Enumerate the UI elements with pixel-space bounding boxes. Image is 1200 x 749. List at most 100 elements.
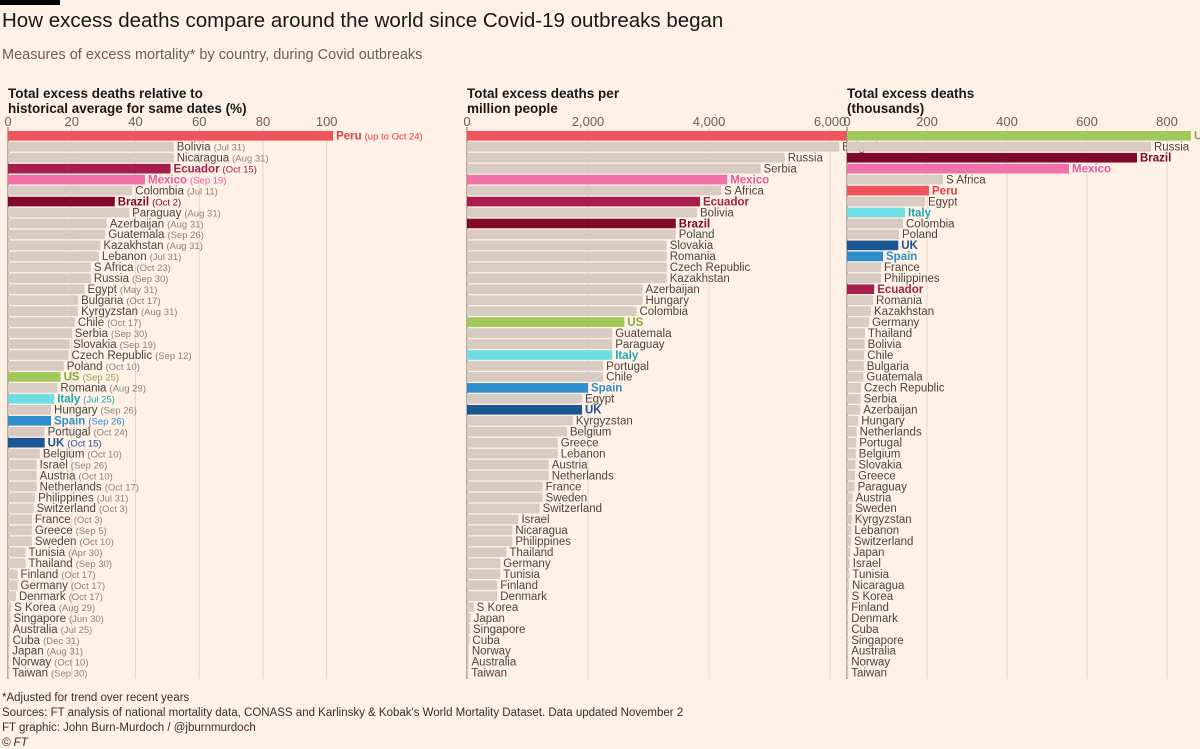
bar-slovakia [467, 240, 667, 251]
bar-lebanon [8, 251, 99, 262]
country-name: Egypt [585, 394, 615, 406]
label-guatemala: Guatemala [866, 372, 923, 384]
bar-belgium [8, 448, 40, 459]
date-label: (Sep 30) [111, 329, 147, 340]
label-chile: Chile [867, 350, 893, 362]
country-name: Brazil [679, 218, 710, 230]
bar-kyrgyzstan [467, 415, 573, 426]
label-uk: UK (Oct 15) [48, 437, 102, 449]
country-name: Taiwan [851, 668, 887, 680]
label-lebanon: Lebanon [561, 448, 606, 460]
bar-mexico [467, 174, 728, 185]
label-austria: Austria (Oct 10) [40, 470, 113, 482]
label-brazil: Brazil (Oct 2) [118, 196, 181, 208]
bar-hungary [467, 295, 643, 305]
bar-serbia [847, 394, 861, 404]
bar-taiwan [467, 668, 469, 678]
date-label: (Jul 31) [214, 143, 246, 154]
bar-australia [8, 624, 10, 634]
label-austria: Austria [552, 459, 588, 471]
country-name: Paraguay [615, 339, 664, 351]
bar-kyrgyzstan [847, 514, 852, 525]
date-label: (Sep 5) [76, 526, 107, 537]
label-italy: Italy [908, 207, 932, 219]
country-name: Italy [615, 350, 639, 362]
footnote: *Adjusted for trend over recent years [2, 692, 190, 704]
country-name: Italy [908, 207, 932, 219]
tick-label: 6,000 [814, 114, 847, 129]
date-label: (Aug 31) [47, 647, 83, 658]
bar-finland [8, 569, 18, 579]
bar-thailand [8, 558, 26, 569]
label-taiwan: Taiwan [851, 668, 887, 680]
label-guatemala: Guatemala (Sep 26) [108, 229, 204, 241]
panel-2-title: Total excess deaths per million people [467, 86, 619, 116]
country-name: Portugal [606, 361, 649, 373]
label-tunisia: Tunisia [852, 569, 889, 581]
country-name: Romania [670, 251, 717, 263]
label-australia: Australia [472, 657, 517, 669]
country-name: Philippines [515, 536, 571, 548]
bar-mexico [8, 174, 146, 185]
bar-bolivia [467, 207, 697, 218]
label-bolivia: Bolivia [868, 339, 902, 351]
country-name: Sweden [546, 492, 588, 504]
label-nicaragua: Nicaragua [852, 580, 905, 592]
bar-s-korea [467, 602, 474, 612]
date-label: (Sep 19) [120, 340, 156, 351]
bar-austria [467, 459, 549, 470]
country-name: France [35, 514, 71, 526]
country-name: Switzerland [36, 503, 95, 515]
country-name: Australia [13, 624, 58, 636]
country-name: Colombia [906, 218, 955, 230]
label-romania: Romania (Aug 29) [60, 383, 145, 395]
country-name: Azerbaijan [863, 405, 917, 417]
label-netherlands: Netherlands [552, 470, 614, 482]
bar-philippines [847, 273, 881, 284]
country-name: Ecuador [174, 163, 221, 175]
date-label: (Oct 17) [69, 592, 103, 603]
date-label: (Oct 17) [61, 570, 95, 581]
label-colombia: Colombia [639, 306, 688, 318]
label-brazil: Brazil [679, 218, 710, 230]
label-finland: Finland [500, 580, 538, 592]
bar-germany [8, 580, 18, 590]
bar-singapore [847, 635, 849, 645]
bar-tunisia [847, 569, 850, 579]
country-name: Russia [788, 153, 824, 165]
date-label: (Sep 26) [88, 417, 124, 428]
label-germany: Germany [872, 317, 920, 329]
bar-portugal [8, 426, 45, 437]
country-name: Hungary [861, 416, 905, 428]
bar-peru [8, 131, 334, 141]
country-name: Singapore [14, 613, 66, 625]
tick-label: 2,000 [572, 114, 605, 129]
date-label: (Oct 17) [126, 296, 160, 307]
label-sweden: Sweden [855, 503, 897, 515]
bar-azerbaijan [467, 284, 643, 295]
chart-title: How excess deaths compare around the wor… [2, 9, 724, 32]
label-serbia: Serbia (Sep 30) [75, 328, 148, 340]
bar-colombia [8, 185, 133, 196]
country-name: Kazakhstan [670, 273, 730, 285]
label-singapore: Singapore [473, 624, 525, 636]
date-label: (Dec 31) [43, 636, 79, 647]
label-greece: Greece [858, 470, 896, 482]
label-azerbaijan: Azerbaijan [645, 284, 699, 296]
bar-ecuador [847, 284, 875, 295]
ft-top-bar [0, 0, 60, 5]
country-name: Azerbaijan [645, 284, 699, 296]
bar-colombia [847, 218, 903, 229]
country-name: Ecuador [703, 196, 750, 208]
label-ecuador: Ecuador (Oct 15) [174, 163, 257, 175]
country-name: Lebanon [561, 448, 606, 460]
bar-chile [847, 350, 865, 360]
bar-germany [467, 558, 501, 569]
country-name: Nicaragua [852, 580, 905, 592]
bar-paraguay [847, 481, 855, 492]
label-hungary: Hungary [861, 416, 905, 428]
country-name: Poland [679, 229, 715, 241]
label-poland: Poland (Oct 10) [67, 361, 140, 373]
bar-azerbaijan [847, 405, 861, 415]
